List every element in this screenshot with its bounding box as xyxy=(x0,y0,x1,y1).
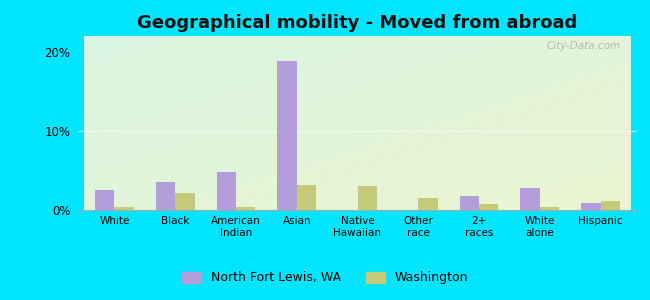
Bar xyxy=(460,196,479,210)
Bar xyxy=(236,207,255,210)
Bar xyxy=(216,172,236,210)
Bar xyxy=(601,200,620,210)
Bar xyxy=(358,186,377,210)
Bar xyxy=(581,203,601,210)
Bar xyxy=(114,207,134,210)
Bar xyxy=(156,182,176,210)
Bar xyxy=(418,198,437,210)
Text: City-Data.com: City-Data.com xyxy=(546,41,620,51)
Bar xyxy=(521,188,539,210)
Legend: North Fort Lewis, WA, Washington: North Fort Lewis, WA, Washington xyxy=(176,265,474,291)
Bar xyxy=(479,205,499,210)
Title: Geographical mobility - Moved from abroad: Geographical mobility - Moved from abroa… xyxy=(137,14,578,32)
Bar xyxy=(95,190,114,210)
Bar xyxy=(540,207,559,210)
Bar xyxy=(297,185,316,210)
Bar xyxy=(176,193,194,210)
Bar xyxy=(278,61,297,210)
